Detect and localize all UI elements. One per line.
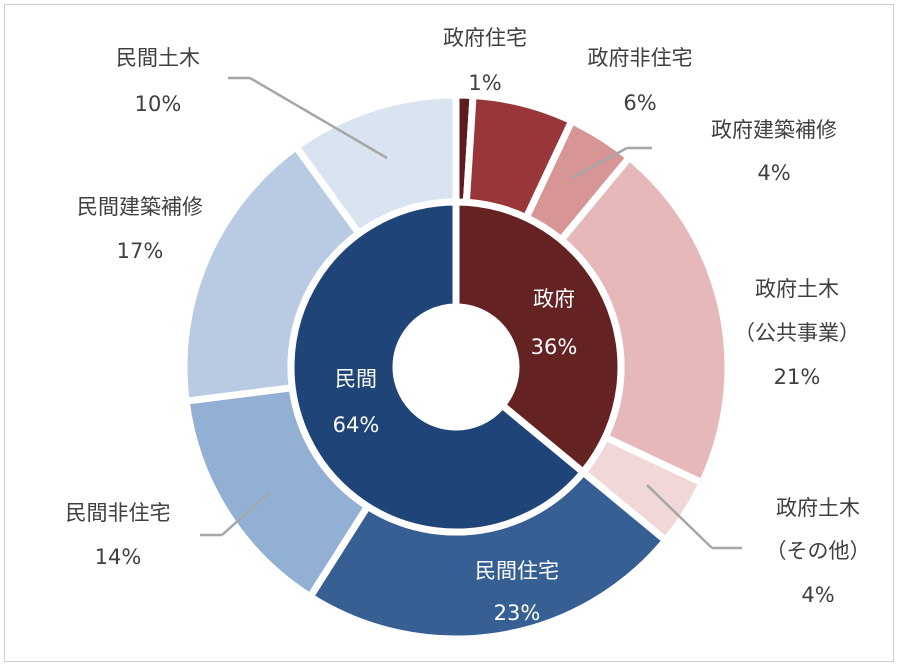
label-gov-housing-name: 政府住宅: [443, 26, 527, 50]
inner-slice-gov: [452, 198, 625, 478]
label-priv-civil-name: 民間土木: [116, 46, 200, 70]
label-priv-total-name: 民間: [335, 367, 377, 391]
label-gov-civil-public-value: 21%: [774, 365, 821, 389]
leader-line-gov-repair: [571, 146, 628, 180]
label-priv-repair: 民間建築補修 17%: [77, 195, 203, 263]
label-gov-total: 政府 36%: [531, 287, 578, 359]
label-gov-civil-other-value: 4%: [801, 583, 834, 607]
label-gov-total-name: 政府: [533, 287, 575, 311]
label-gov-civil-other-name: 政府土木: [776, 496, 860, 520]
label-priv-total-value: 64%: [333, 413, 380, 437]
inner-slice-priv: [287, 198, 589, 536]
leader-line-priv-civil: [249, 76, 388, 160]
label-priv-total: 民間 64%: [333, 367, 380, 437]
label-priv-nonres: 民間非住宅 14%: [66, 501, 171, 569]
label-gov-total-value: 36%: [531, 335, 578, 359]
label-priv-repair-value: 17%: [117, 239, 164, 263]
label-gov-civil-other: 政府土木 （その他） 4%: [766, 496, 871, 607]
label-gov-civil-public: 政府土木 （公共事業） 21%: [734, 277, 860, 389]
inner-ring: [287, 198, 625, 536]
label-gov-civil-public-sub: （公共事業）: [734, 321, 860, 345]
label-gov-nonres-name: 政府非住宅: [588, 46, 693, 70]
label-priv-housing-value: 23%: [494, 601, 541, 625]
label-gov-repair: 政府建築補修 4%: [711, 118, 837, 185]
label-gov-civil-public-name: 政府土木: [755, 277, 839, 301]
leader-line-gov-civil-other: [646, 484, 713, 549]
label-gov-civil-other-sub: （その他）: [766, 539, 871, 563]
label-gov-nonres: 政府非住宅 6%: [588, 46, 693, 115]
label-priv-civil: 民間土木 10%: [116, 46, 200, 116]
leader-lines: [200, 76, 742, 550]
label-gov-repair-value: 4%: [757, 161, 790, 185]
leader-line-priv-nonres: [221, 491, 271, 536]
label-priv-civil-value: 10%: [135, 92, 182, 116]
label-priv-repair-name: 民間建築補修: [77, 195, 203, 219]
label-gov-housing-value: 1%: [468, 71, 501, 95]
label-priv-nonres-name: 民間非住宅: [66, 501, 171, 525]
label-gov-housing: 政府住宅 1%: [443, 26, 527, 95]
label-gov-repair-name: 政府建築補修: [711, 118, 837, 142]
label-priv-housing-name: 民間住宅: [475, 559, 559, 583]
outer-ring: [180, 91, 732, 643]
label-priv-nonres-value: 14%: [95, 545, 142, 569]
label-priv-housing: 民間住宅 23%: [475, 559, 559, 625]
label-gov-nonres-value: 6%: [623, 91, 656, 115]
